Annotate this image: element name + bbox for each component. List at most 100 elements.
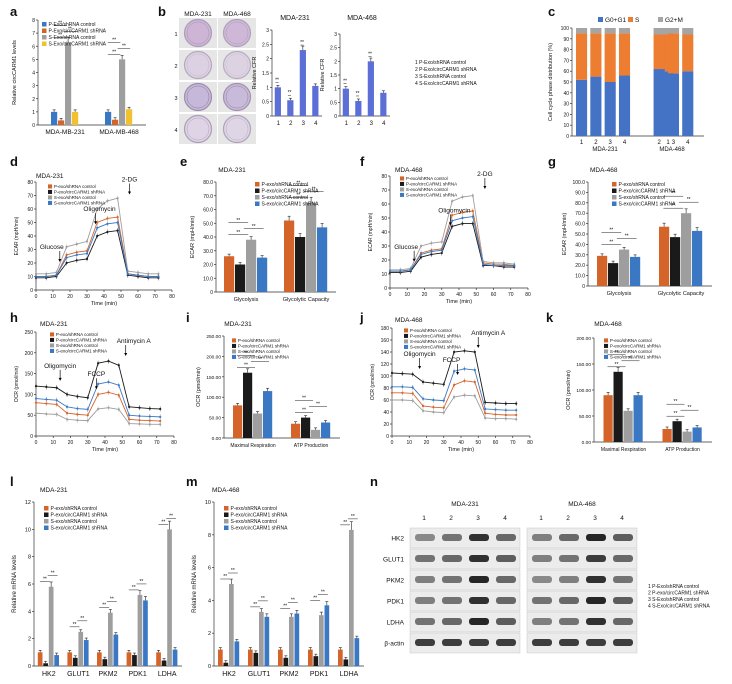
panel-m-bar [229,584,234,666]
panel-letter-n: n [370,474,378,489]
panel-b-colony-dish [183,82,213,112]
panel-l-bar [67,652,73,666]
panel-i-bar [253,413,263,438]
panel-n-band [532,639,552,646]
panel-b-468-significance-mark: ** [368,51,372,57]
panel-n-protein-label: HK2 [391,536,404,543]
panel-g-bar [659,226,670,286]
panel-m-y-tick-label: 8 [208,533,211,539]
panel-e-legend-swatch [255,195,260,200]
panel-g-bar [630,256,641,286]
panel-m-y-tick-label: 0 [208,664,211,670]
panel-j-injection-label: FCCP [443,357,461,364]
panel-c-stacked-segment [618,75,631,136]
panel-b-468-significance-mark: ** [343,79,347,85]
panel-letter-k: k [546,310,554,325]
panel-n-band [496,555,516,562]
panel-e-bar [224,256,235,292]
panel-l-y-tick-label: 2 [28,637,31,643]
panel-g-y-tick-label: 60.0 [575,222,585,228]
panel-b-colony-ring [225,21,249,45]
panel-c-group-label: MDA-231 [592,147,618,153]
panel-i-significance-mark: ** [302,408,306,414]
panel-m-legend-label: S-exo/circCARM1 shRNA [231,526,289,532]
panel-n-band [415,534,435,541]
panel-l-bar [78,631,84,666]
panel-f-x-tick-label: 40 [456,292,462,298]
panel-h-injection-arrowhead [124,352,128,356]
panel-n-legend-label: 3 S-Exo/shRNA control [648,597,699,603]
panel-c-y-tick-label: 30 [563,102,569,108]
panel-m-bar [234,641,240,666]
panel-m-y-tick-label: 4 [208,598,211,604]
panel-n-cell-line: MDA-468 [568,501,596,508]
panel-l-significance-mark: ** [80,616,84,622]
panel-e-y-tick-label: 30.0 [203,249,213,255]
panel-i-legend-swatch [232,338,237,343]
panel-b-legend-label: 1 P-Exo/shRNA control [415,60,466,66]
panel-c-y-axis-label: Cell cycle phase distribution (%) [548,43,554,121]
panel-n-band [415,597,435,604]
panel-b-231-category-label: 1 [277,121,281,127]
panel-d-legend-swatch [48,195,53,200]
panel-n-blot-strip [526,611,638,633]
panel-g-significance-mark: ** [625,234,629,240]
panel-g-legend-swatch [612,201,617,206]
panel-n-legend-label: 2 P-exo/circCARM1 shRNA [648,591,710,597]
panel-n-band [613,576,633,583]
panel-m-bar [308,649,313,666]
panel-b-legend-label: 3 S-Exo/shRNA control [415,74,466,80]
panel-c-stacked-segment [667,33,680,74]
panel-b-468-category-label: 3 [370,121,374,127]
panel-b-colony-ring [225,117,249,141]
panel-b-231-y-tick-label: 0 [266,114,269,120]
panel-n-lane-label: 4 [620,515,624,522]
panel-c-category-label: 2 [594,140,598,146]
panel-letter-h: h [10,310,18,325]
panel-f-injection-arrowhead [448,222,452,226]
panel-n-band [613,597,633,604]
panel-d-y-tick-label: 80 [27,180,33,186]
panel-k-legend-swatch [604,354,609,359]
panel-b-colony-dish [222,82,252,112]
panel-d-y-tick-label: 60 [27,207,33,213]
panel-c-category-label: 2 [657,140,661,146]
panel-h-injection-label: FCCP [88,371,106,378]
panel-d-injection-arrowhead [58,259,62,262]
panel-m-legend-swatch [224,519,229,524]
panel-m-category-label: GLUT1 [248,671,271,678]
panel-l-bar [172,649,178,666]
panel-j-y-tick-label: 160 [381,338,390,344]
panel-m-significance-mark: ** [291,598,295,604]
panel-j-injection-arrowhead [456,372,460,375]
panel-e-y-tick-label: 60.0 [203,208,213,214]
panel-n-band [613,555,633,562]
panel-l-bar [97,652,102,666]
panel-j-y-tick-label: 120 [381,362,390,368]
panel-j-legend-swatch [404,333,409,338]
panel-c-category-label: 4 [686,140,690,146]
panel-n-band [469,639,489,646]
panel-b-468-bar [355,100,362,116]
panel-letter-b: b [158,4,166,19]
panel-h-legend-label: P-exo/circCARM1 shRNA [56,338,107,343]
panel-b-468-y-tick-label: 1 [334,87,337,93]
panel-m-legend-label: P-exo/shRNA control [231,506,277,512]
panel-d-title: MDA-231 [36,173,64,180]
panel-j-y-tick-label: 140 [381,350,390,356]
panel-e-y-tick-label: 80.0 [203,180,213,186]
panel-f-legend-swatch [400,181,405,186]
panel-b-colony-ring [186,21,210,45]
panel-g-significance-mark: ** [609,228,613,234]
panel-f-y-tick-label: 40 [381,230,387,236]
panel-c-category-label: 1 [666,140,670,146]
panel-m-y-tick-label: 6 [208,566,211,572]
panel-d-x-tick-label: 30 [84,294,90,300]
panel-n-band [496,534,516,541]
panel-g-title: MDA-468 [590,167,618,174]
panel-c-stacked-segment [604,33,616,82]
panel-b-468-y-tick-label: 0 [334,114,337,120]
panel-d-x-tick-label: 80 [169,294,175,300]
panel-k-legend-label: S-exo/circCARM1 shRNA [610,355,661,360]
panel-d-legend-label: S-exo/shRNA control [54,195,96,200]
